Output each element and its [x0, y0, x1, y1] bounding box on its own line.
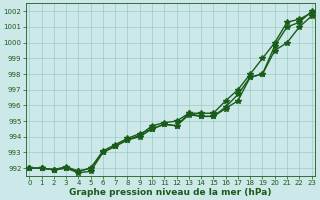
- X-axis label: Graphe pression niveau de la mer (hPa): Graphe pression niveau de la mer (hPa): [69, 188, 272, 197]
